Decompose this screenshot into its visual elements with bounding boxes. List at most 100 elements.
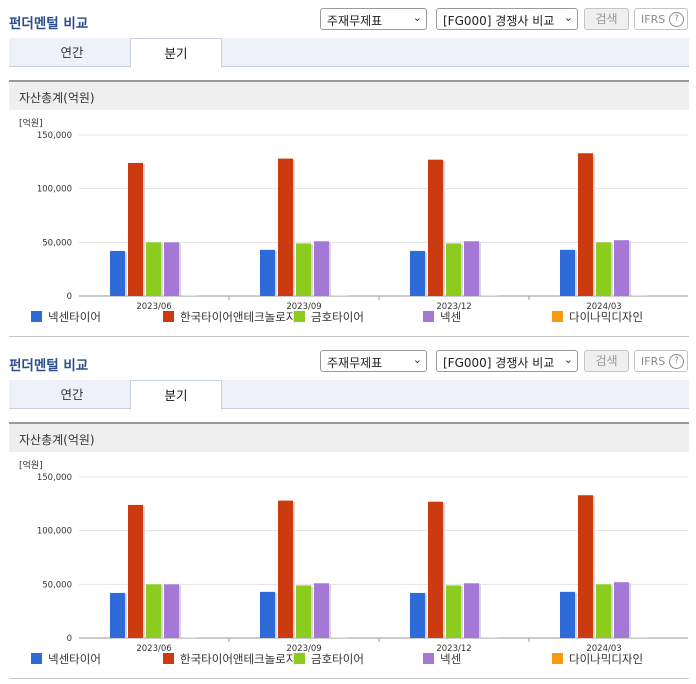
ifrs-label: IFRS — [641, 13, 666, 26]
compare-value: [FG000] 경쟁사 비교 — [443, 14, 555, 28]
legend-swatch — [552, 311, 563, 322]
search-button[interactable]: 검색 — [584, 8, 629, 30]
category-label: 2024/03 — [586, 644, 621, 654]
bar — [182, 636, 197, 638]
bar — [110, 592, 125, 638]
bar — [146, 242, 161, 296]
report-type-select[interactable]: 주재무제표 ⌄ — [320, 8, 427, 30]
panel-header: 펀더멘털 비교 주재무제표 ⌄ [FG000] 경쟁사 비교 ⌄ 검색 IFRS… — [0, 342, 696, 380]
legend-label: 한국타이어앤테크놀로지 — [180, 652, 296, 666]
bar — [632, 294, 647, 296]
category-label: 2023/06 — [136, 302, 171, 312]
bar — [410, 592, 425, 638]
y-tick-label: 50,000 — [42, 580, 72, 590]
ifrs-help-button[interactable]: IFRS ? — [634, 350, 688, 372]
bar — [632, 636, 647, 638]
category-label: 2023/06 — [136, 644, 171, 654]
fundamental-panel-2: 펀더멘털 비교 주재무제표 ⌄ [FG000] 경쟁사 비교 ⌄ 검색 IFRS… — [0, 342, 696, 684]
bar — [464, 583, 479, 638]
bar — [446, 243, 461, 296]
chevron-down-icon: ⌄ — [563, 353, 573, 366]
help-icon: ? — [669, 12, 684, 27]
chevron-down-icon: ⌄ — [412, 353, 422, 366]
compare-value: [FG000] 경쟁사 비교 — [443, 356, 555, 370]
bar — [128, 504, 143, 638]
bar — [596, 242, 611, 296]
tab-quarterly[interactable]: 분기 — [130, 380, 222, 410]
category-label: 2023/09 — [286, 302, 321, 312]
bar — [614, 240, 629, 296]
legend-label: 넥센 — [440, 310, 461, 324]
help-icon: ? — [669, 354, 684, 369]
category-label: 2023/09 — [286, 644, 321, 654]
report-type-value: 주재무제표 — [327, 14, 383, 28]
legend-swatch — [294, 653, 305, 664]
chevron-down-icon: ⌄ — [563, 11, 573, 24]
compare-select[interactable]: [FG000] 경쟁사 비교 ⌄ — [436, 350, 578, 372]
bar — [296, 585, 311, 638]
tab-quarterly[interactable]: 분기 — [130, 38, 222, 68]
legend-swatch — [31, 311, 42, 322]
fundamental-panel-1: 펀더멘털 비교 주재무제표 ⌄ [FG000] 경쟁사 비교 ⌄ 검색 IFRS… — [0, 0, 696, 337]
divider — [9, 336, 689, 337]
legend-label: 넥센타이어 — [48, 652, 101, 666]
report-type-select[interactable]: 주재무제표 ⌄ — [320, 350, 427, 372]
legend-label: 다이나믹디자인 — [569, 310, 643, 324]
legend-swatch — [423, 311, 434, 322]
legend-label: 넥센 — [440, 652, 461, 666]
ifrs-label: IFRS — [641, 355, 666, 368]
bar-chart: [억원] 0 50,000 100,000 150,000 2023/06 2023/09 2… — [9, 110, 689, 336]
legend-swatch — [31, 653, 42, 664]
chevron-down-icon: ⌄ — [412, 11, 422, 24]
legend-label: 금호타이어 — [311, 652, 364, 666]
bar — [314, 241, 329, 296]
legend-swatch — [294, 311, 305, 322]
bar — [146, 584, 161, 638]
chart-title: 자산총계(억원) — [9, 80, 689, 110]
category-label: 2023/12 — [436, 644, 471, 654]
bar — [614, 582, 629, 638]
y-tick-label: 0 — [67, 292, 72, 302]
bar — [332, 636, 347, 638]
bar — [428, 159, 443, 296]
panel-title: 펀더멘털 비교 — [9, 358, 89, 374]
bar — [128, 162, 143, 296]
tab-annual[interactable]: 연간 — [60, 45, 84, 60]
legend-label: 다이나믹디자인 — [569, 652, 643, 666]
bar — [578, 495, 593, 638]
legend-label: 넥센타이어 — [48, 310, 101, 324]
compare-select[interactable]: [FG000] 경쟁사 비교 ⌄ — [436, 8, 578, 30]
y-tick-label: 150,000 — [37, 131, 72, 141]
y-unit-label: [억원] — [19, 117, 43, 129]
bar — [260, 249, 275, 296]
chart-svg: [억원] 0 50,000 100,000 150,000 2023/06 2023/09 2… — [19, 117, 688, 324]
bar-chart: [억원] 0 50,000 100,000 150,000 2023/06 2023/09 2… — [9, 452, 689, 678]
ifrs-help-button[interactable]: IFRS ? — [634, 8, 688, 30]
bar — [596, 584, 611, 638]
legend-label: 한국타이어앤테크놀로지 — [180, 310, 296, 324]
panel-title: 펀더멘털 비교 — [9, 16, 89, 32]
legend-swatch — [552, 653, 563, 664]
bar — [578, 153, 593, 296]
category-label: 2023/12 — [436, 302, 471, 312]
legend-swatch — [163, 311, 174, 322]
bar — [260, 591, 275, 638]
search-button[interactable]: 검색 — [584, 350, 629, 372]
bar — [182, 294, 197, 296]
tab-annual[interactable]: 연간 — [60, 387, 84, 402]
divider — [9, 678, 689, 679]
y-unit-label: [억원] — [19, 459, 43, 471]
panel-header: 펀더멘털 비교 주재무제표 ⌄ [FG000] 경쟁사 비교 ⌄ 검색 IFRS… — [0, 0, 696, 38]
bar — [296, 243, 311, 296]
bar — [446, 585, 461, 638]
legend-swatch — [423, 653, 434, 664]
bar — [164, 584, 179, 638]
y-tick-label: 0 — [67, 634, 72, 644]
bar — [482, 636, 497, 638]
chart-title: 자산총계(억원) — [9, 422, 689, 452]
bar — [560, 249, 575, 296]
bar — [428, 501, 443, 638]
legend-swatch — [163, 653, 174, 664]
bar — [164, 242, 179, 296]
bar — [110, 250, 125, 296]
